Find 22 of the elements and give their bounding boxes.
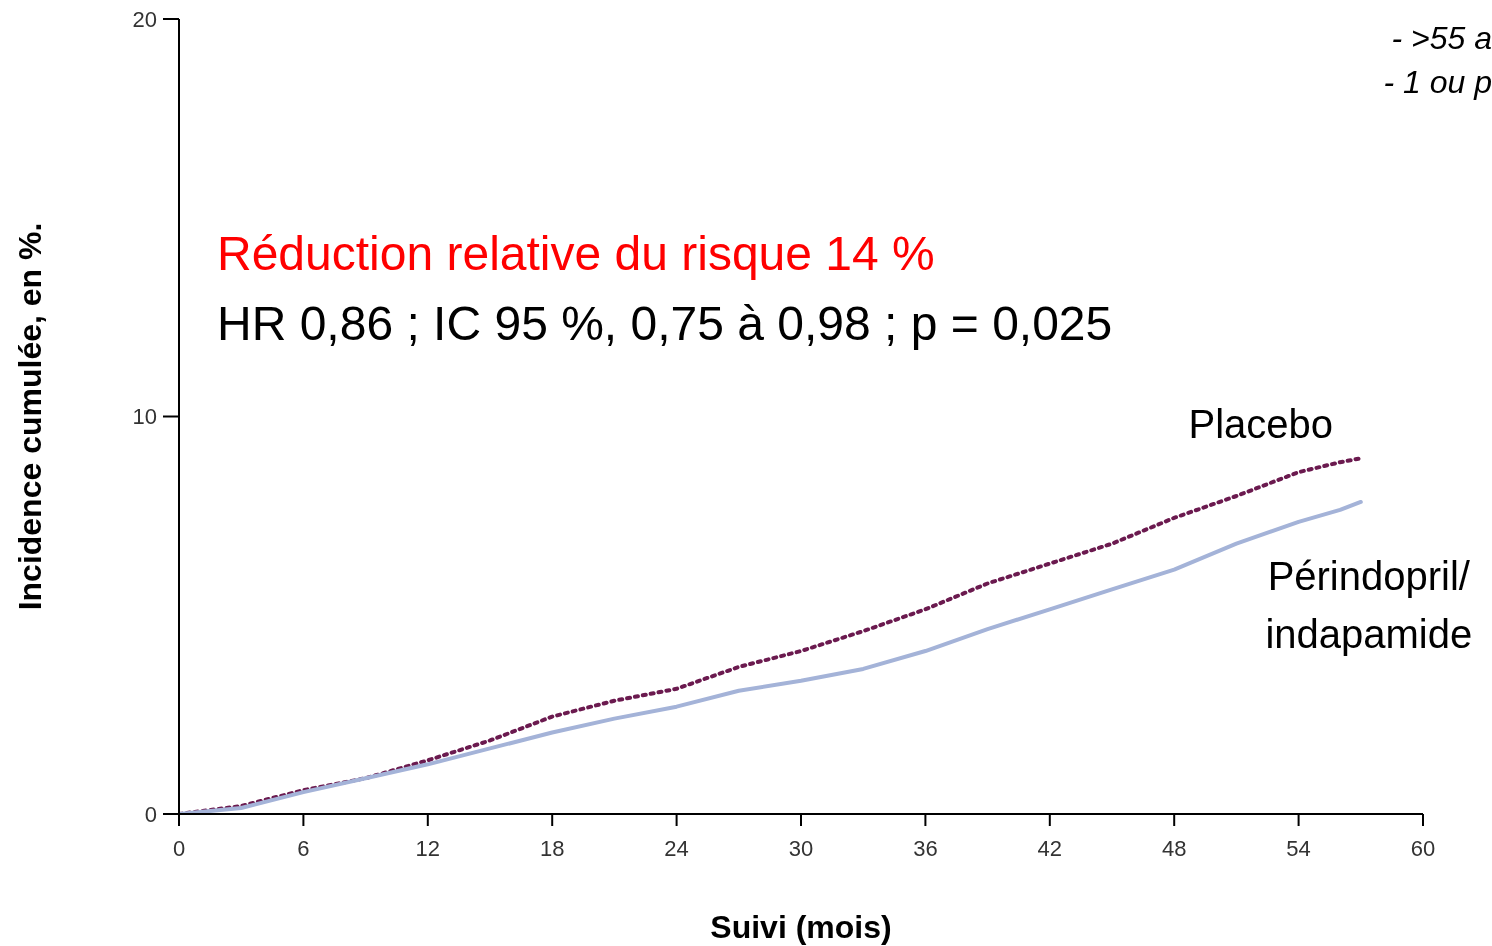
x-tick-label: 0 [172,835,186,861]
x-tick-label: 30 [788,835,814,861]
x-tick-label: 24 [664,835,689,861]
text: Réduction relative du risque 14 % [217,226,935,281]
y-tick-label: 0 [144,801,157,827]
x-tick-label: 18 [539,835,565,861]
x-tick-label: 48 [1161,835,1187,861]
y-tick-label: 20 [132,6,157,32]
x-tick-label: 42 [1037,835,1063,861]
series-label: Périndopril/ indapamide [1265,553,1473,656]
y-tick-label: 10 [132,404,157,430]
x-tick-label: 36 [913,835,938,861]
x-tick-label: 6 [297,835,310,861]
annotation: - >55 a [1390,19,1492,58]
x-axis-title: Suivi (mois) [710,909,892,945]
y-axis-title: Incidence cumulée, en %. [12,222,49,611]
x-tick-label: 60 [1410,835,1436,861]
x-tick-label: 54 [1286,835,1311,861]
series-label: Placebo [1188,402,1334,447]
annotation: - 1 ou p [1383,63,1492,102]
x-tick-label: 12 [415,835,441,861]
text: HR 0,86 ; IC 95 %, 0,75 à 0,98 ; p = 0,025 [217,296,1113,351]
